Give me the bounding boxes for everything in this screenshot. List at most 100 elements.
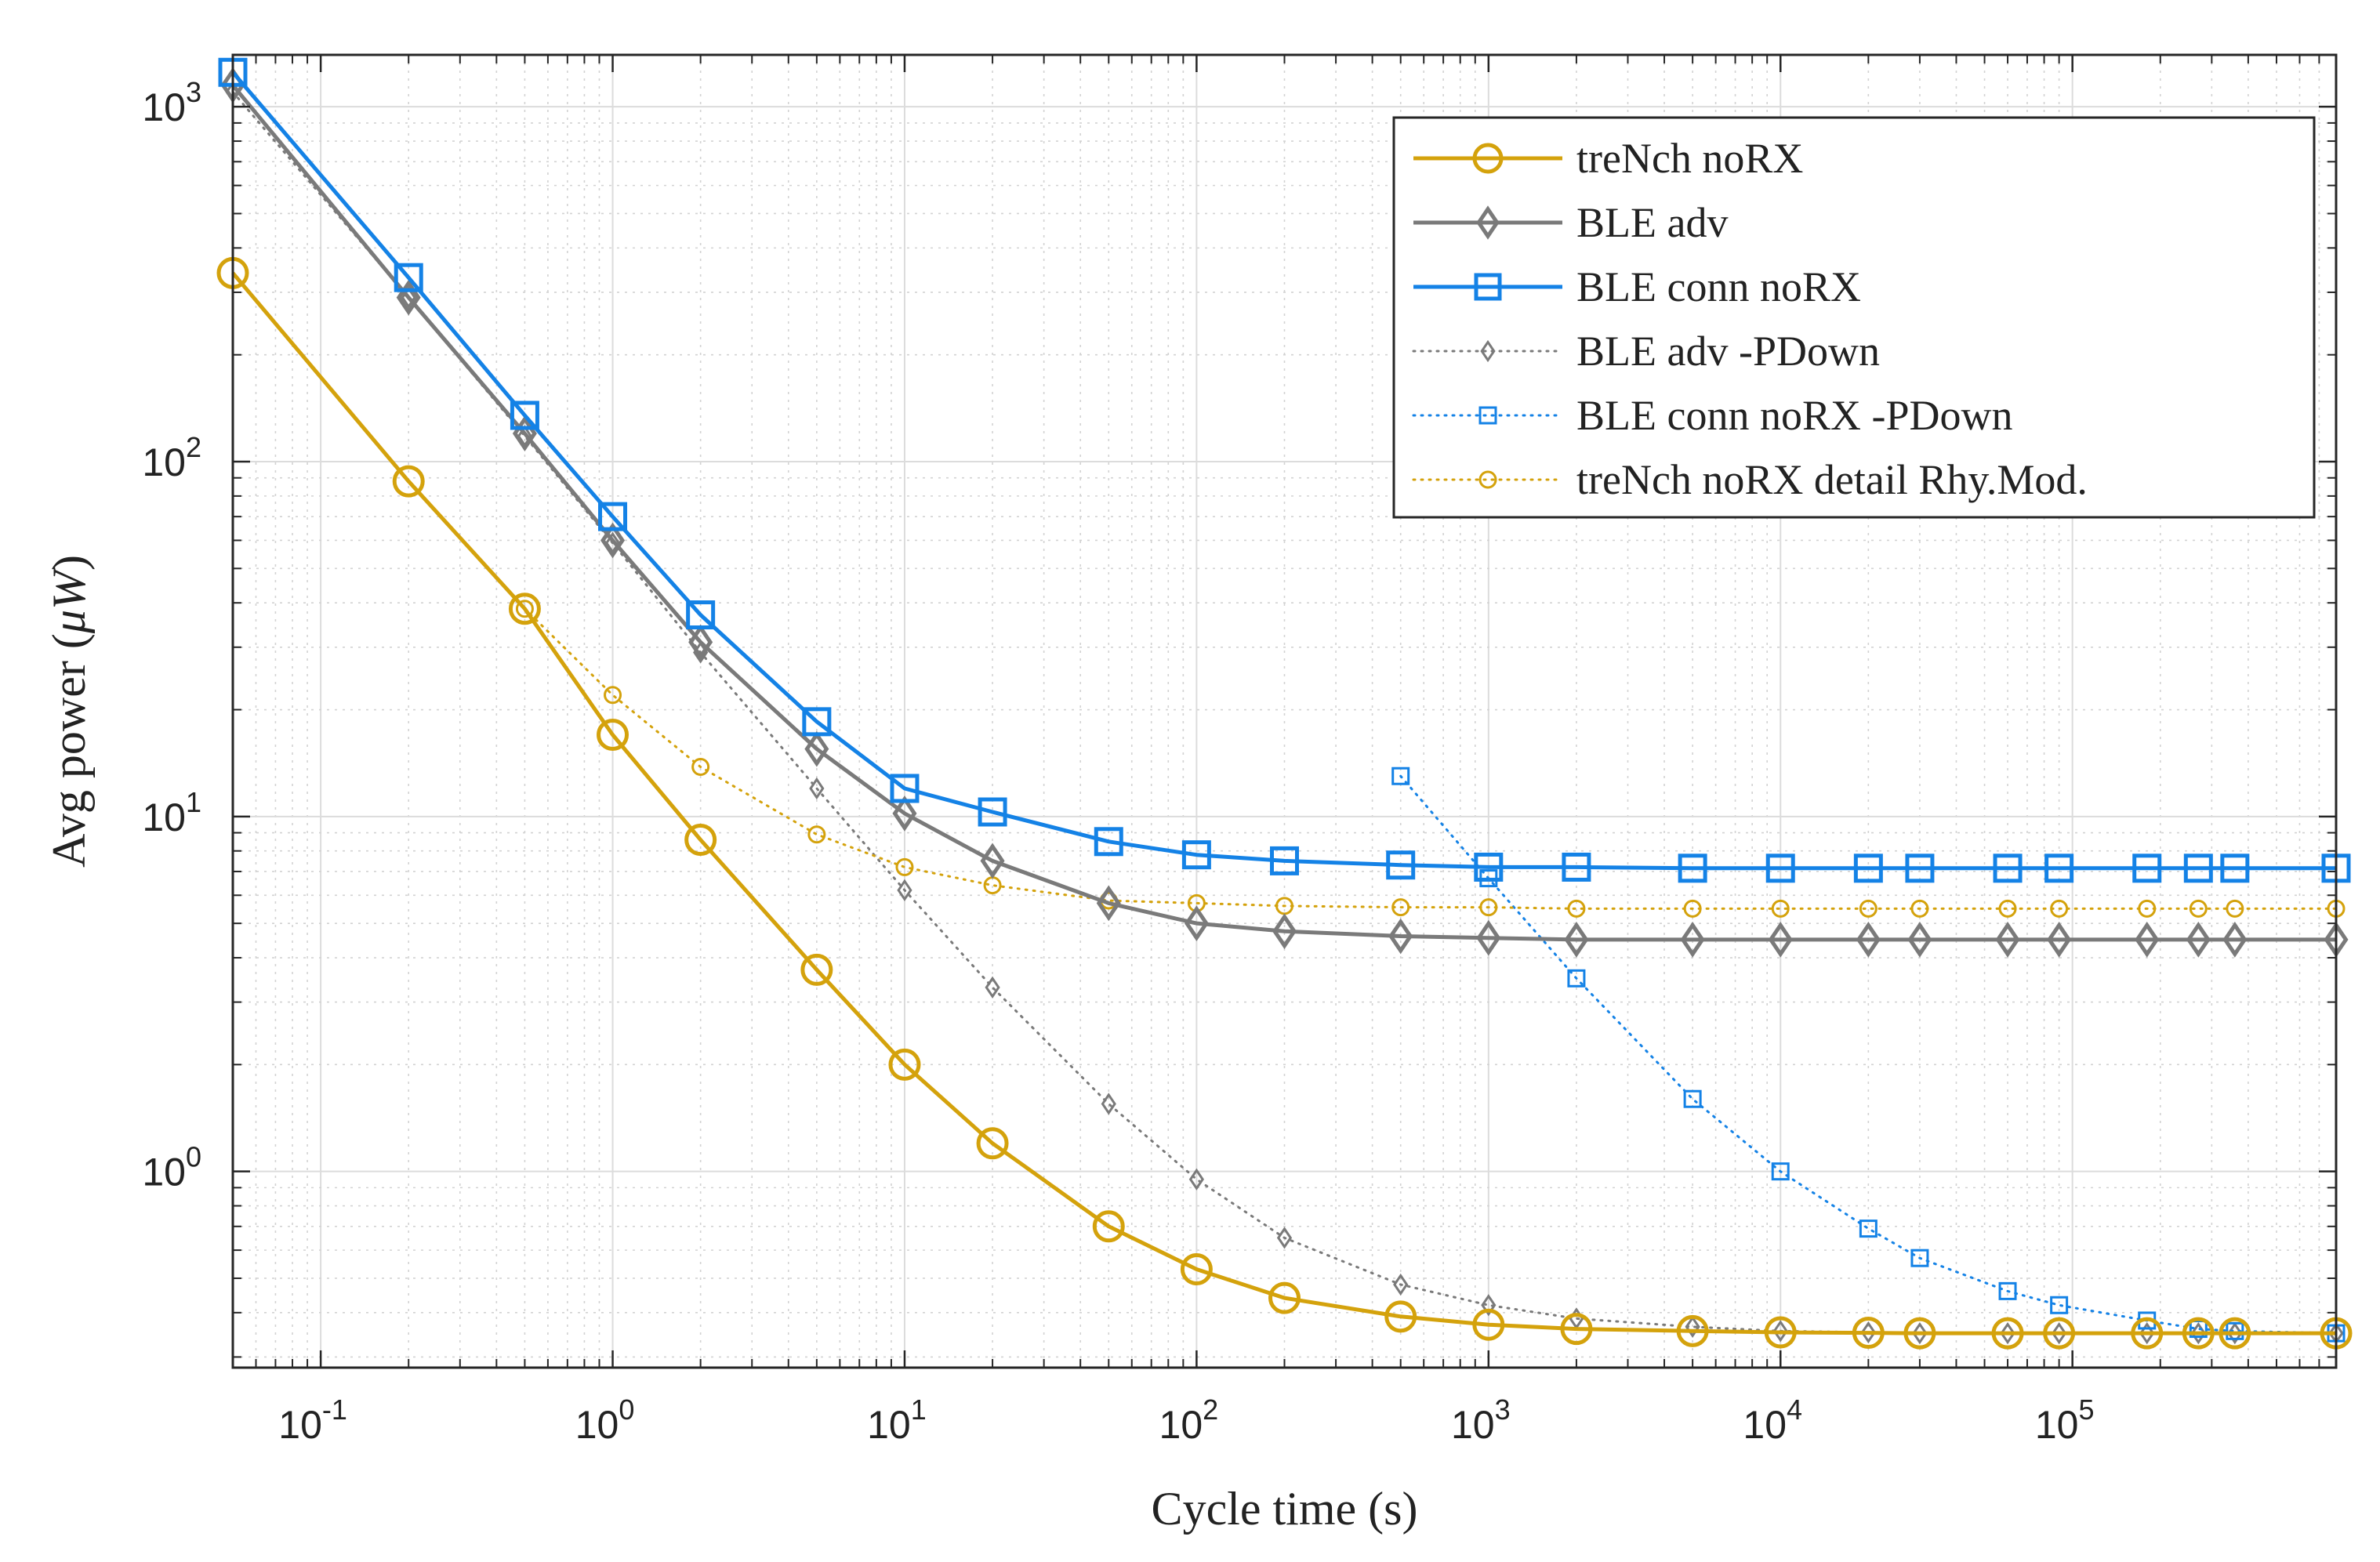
data-point [804,730,829,767]
data-point [1560,1313,1593,1346]
data-point [1903,1317,1936,1350]
data-point [2186,922,2211,958]
data-point [1683,1089,1702,1108]
data-point [1993,853,2023,883]
data-point [892,795,917,832]
data-point [1856,922,1881,958]
data-point [888,1048,921,1081]
x-tick-label: 103 [1451,1393,1511,1447]
data-point [895,857,914,876]
x-tick-label: 105 [2035,1393,2095,1447]
legend-marker [1478,406,1497,425]
data-point [1995,922,2020,958]
series-2 [218,57,2351,883]
data-point [985,976,1000,999]
legend-item: BLE conn noRX -PDown [1412,392,2012,439]
data-point [684,823,717,856]
data-point [1685,1315,1700,1339]
data-point [1771,899,1790,918]
data-point [1678,853,1707,883]
x-tick-label: 100 [575,1393,635,1447]
y-tick-label: 100 [142,1141,201,1194]
series-4 [1391,767,2346,1343]
legend-marker [1478,470,1497,489]
legend-item: BLE conn noRX [1413,263,1861,310]
data-point [1184,905,1209,941]
data-point [1188,1168,1205,1191]
data-point [1101,1093,1116,1115]
data-point [1386,850,1416,880]
data-point [809,777,825,800]
data-point [1680,922,1705,958]
data-point [1859,899,1878,918]
data-point [1910,899,1929,918]
data-point [1683,899,1702,918]
legend-label: BLE conn noRX -PDown [1576,392,2012,439]
data-point [2226,1321,2244,1340]
data-point [1765,853,1795,883]
data-point [1391,767,1410,785]
data-point [600,522,626,559]
grid [232,55,2337,1368]
data-point [1384,1300,1417,1333]
x-tick-label: 104 [1743,1393,1802,1447]
axis-ticks [232,55,2337,1368]
data-point [1998,899,2017,918]
data-point [2189,899,2208,918]
legend-label: BLE adv [1576,199,1728,246]
data-point [1905,853,1935,883]
series-line [231,90,2338,1335]
data-point [978,797,1007,827]
data-point [2226,899,2244,918]
data-point [1272,913,1297,950]
series-line [231,84,2336,942]
legend-label: treNch noRX [1576,135,1803,182]
data-point [2138,899,2157,918]
data-point [1270,846,1299,875]
data-point [1859,1220,1878,1238]
data-point [1268,1281,1301,1314]
data-point [2000,1321,2015,1345]
legend-item: treNch noRX detail Rhy.Mod. [1412,456,2088,503]
data-point [802,707,832,737]
data-point [1772,1320,1788,1343]
x-tick-label: 10-1 [278,1393,347,1447]
data-point [1567,899,1586,918]
data-point [686,600,716,630]
y-tick-label: 101 [142,786,201,839]
data-point [1853,853,1883,883]
data-point [1481,1294,1497,1317]
data-point [1998,1281,2017,1300]
data-point [1991,1317,2024,1350]
data-point [1910,1249,1929,1267]
data-point [1764,1316,1797,1349]
data-point [2139,1321,2155,1345]
data-point [1476,919,1501,956]
data-point [1393,1273,1409,1296]
legend-label: treNch noRX detail Rhy.Mod. [1576,456,2088,503]
data-point [2044,853,2074,883]
data-point [1768,922,1793,958]
data-point [2052,1321,2067,1345]
data-point [604,686,622,705]
legend-marker [1480,339,1496,363]
legend: treNch noRX BLE adv BLE conn noRX BLE adv -… [1392,116,2316,519]
data-point [1567,969,1586,988]
legend-marker [1472,143,1504,174]
x-axis-label: Cycle time (s) [1152,1483,1418,1535]
data-point [2182,1317,2215,1350]
data-point [1472,1308,1505,1341]
data-point [1852,1317,1885,1350]
data-point [1388,918,1413,955]
x-tick-label: 102 [1159,1393,1219,1447]
data-point [2047,922,2072,958]
data-point [800,953,833,986]
data-point [2050,899,2069,918]
data-point [2050,1296,2069,1314]
data-point [392,465,425,498]
data-point [2135,922,2160,958]
data-point [1474,852,1504,882]
legend-item: BLE adv [1413,199,1728,246]
